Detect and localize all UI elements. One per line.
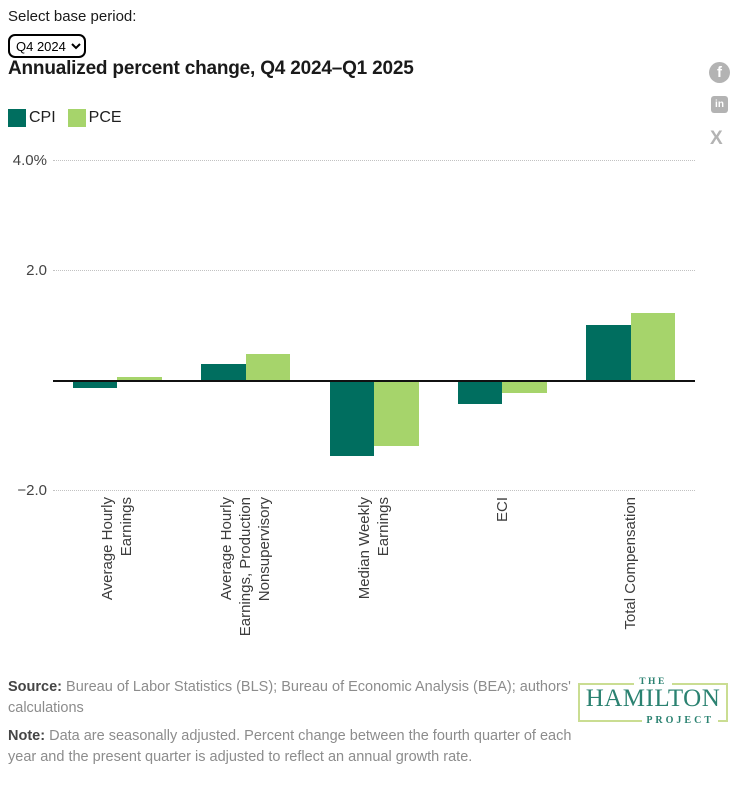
logo-the: THE: [578, 677, 728, 688]
facebook-icon[interactable]: f: [709, 62, 730, 83]
note-label: Note:: [8, 728, 46, 744]
legend-label-cpi: CPI: [29, 109, 56, 126]
category-label-median-weekly-earnings: Median Weekly Earnings: [356, 497, 392, 600]
logo-project: PROJECT: [642, 715, 718, 726]
chart-title: Annualized percent change, Q4 2024–Q1 20…: [8, 58, 414, 79]
source-label: Source:: [8, 679, 62, 695]
category-label-eci: ECI: [493, 497, 511, 523]
bar-cpi-total-compensation[interactable]: [586, 325, 631, 381]
bar-pce-average-hourly-earnings[interactable]: [117, 376, 162, 381]
methodology-note: Note: Data are seasonally adjusted. Perc…: [8, 726, 578, 768]
y-axis-tick-2-0: −2.0: [17, 482, 47, 499]
hamilton-project-logo[interactable]: THE HAMILTON PROJECT: [578, 674, 728, 726]
base-period-select[interactable]: Q4 2024: [8, 34, 86, 58]
category-label-average-hourly-earnings: Average Hourly Earnings: [99, 497, 136, 601]
gridline-2-0: [53, 270, 695, 271]
chart-legend: CPI PCE: [8, 109, 134, 127]
bar-cpi-average-hourly-earnings[interactable]: [72, 381, 118, 388]
bar-pce-total-compensation[interactable]: [630, 313, 676, 381]
logo-hamilton: HAMILTON: [585, 685, 721, 712]
y-axis-tick-2-0: 2.0: [26, 262, 47, 279]
note-text: Data are seasonally adjusted. Percent ch…: [8, 728, 572, 765]
source-text: Bureau of Labor Statistics (BLS); Bureau…: [8, 679, 571, 716]
bar-cpi-average-hourly-earnings-production-nonsupervisory[interactable]: [201, 363, 246, 381]
legend-label-pce: PCE: [88, 109, 122, 126]
gridline-2-0: [53, 490, 695, 491]
y-axis-tick-4-0: 4.0%: [12, 152, 47, 169]
bar-cpi-eci[interactable]: [457, 381, 503, 404]
bar-pce-median-weekly-earnings[interactable]: [374, 381, 419, 446]
legend-item-cpi: CPI: [8, 109, 56, 127]
x-twitter-icon[interactable]: X: [710, 128, 723, 149]
legend-item-pce: PCE: [67, 109, 122, 127]
base-period-label: Select base period:: [8, 8, 137, 25]
bar-cpi-median-weekly-earnings[interactable]: [329, 381, 374, 457]
legend-swatch-pce: [67, 109, 86, 127]
bar-pce-eci[interactable]: [502, 381, 547, 393]
gridline-4-0: [53, 160, 695, 161]
linkedin-icon[interactable]: in: [711, 96, 728, 113]
x-axis-zero-line: [53, 380, 695, 382]
source-note: Source: Bureau of Labor Statistics (BLS)…: [8, 677, 578, 719]
category-label-average-hourly-earnings-production-nonsupervisory: Average Hourly Earnings, Production Nons…: [218, 497, 274, 637]
bar-pce-average-hourly-earnings-production-nonsupervisory[interactable]: [245, 354, 291, 381]
legend-swatch-cpi: [8, 109, 26, 127]
